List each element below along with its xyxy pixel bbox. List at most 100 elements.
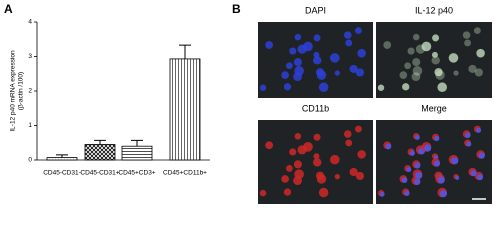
- cell: [434, 68, 443, 77]
- cell: [464, 132, 471, 139]
- cell: [355, 171, 365, 181]
- cell: [473, 27, 481, 35]
- cell: [283, 188, 292, 196]
- cell: [412, 58, 421, 67]
- bar: [169, 58, 201, 161]
- cell: [281, 71, 289, 79]
- cell: [412, 66, 423, 76]
- cell: [355, 125, 362, 133]
- cell: [470, 170, 477, 177]
- cell: [345, 139, 353, 147]
- micrograph: [258, 120, 373, 204]
- cell: [385, 143, 392, 150]
- cell: [318, 82, 329, 92]
- cell: [377, 84, 385, 91]
- cell: [476, 174, 484, 181]
- cell: [413, 178, 421, 186]
- cell: [357, 150, 366, 159]
- y-tick-label: 3: [28, 53, 32, 60]
- cell: [343, 130, 352, 138]
- cell: [259, 84, 267, 91]
- cell: [432, 34, 440, 42]
- cell: [349, 64, 358, 74]
- cell: [439, 190, 447, 198]
- cell: [285, 62, 293, 70]
- cell: [289, 148, 297, 156]
- cell: [294, 33, 302, 41]
- cell: [451, 157, 459, 165]
- image-label: CD11b: [302, 103, 329, 113]
- bar: [46, 157, 78, 161]
- cell: [468, 64, 477, 74]
- bar: [84, 144, 116, 161]
- cell: [414, 135, 420, 140]
- cell: [407, 47, 415, 55]
- cell: [265, 141, 274, 150]
- cell: [434, 135, 440, 142]
- error-bar: [131, 139, 143, 147]
- cell: [303, 41, 313, 52]
- cell: [401, 177, 408, 184]
- image-label: IL-12 p40: [415, 5, 453, 15]
- cell: [423, 144, 432, 152]
- micrograph: [376, 120, 492, 204]
- cell: [334, 174, 340, 180]
- image-label: DAPI: [305, 5, 326, 15]
- cell: [355, 68, 365, 77]
- cell: [415, 171, 423, 179]
- y-tick-label: 1: [28, 122, 32, 129]
- cell: [294, 133, 302, 140]
- micrograph-background: [376, 22, 492, 98]
- cell: [285, 165, 293, 172]
- cell: [476, 48, 485, 58]
- cell: [312, 56, 322, 65]
- y-axis-label: (β-actin /100): [18, 72, 25, 110]
- cell: [345, 39, 353, 47]
- cell: [283, 83, 292, 91]
- cell: [421, 41, 432, 52]
- error-bar: [179, 44, 191, 59]
- cell: [431, 56, 440, 65]
- cell: [265, 41, 274, 49]
- cell: [383, 41, 392, 49]
- cell: [281, 175, 289, 183]
- cell: [312, 158, 322, 167]
- cell: [475, 127, 482, 133]
- cell: [464, 39, 472, 47]
- cell: [466, 141, 472, 147]
- cell: [453, 70, 459, 76]
- cell: [343, 31, 352, 39]
- y-tick-label: 4: [28, 19, 32, 26]
- cell: [406, 167, 412, 173]
- error-bar: [94, 139, 106, 145]
- cell: [462, 31, 471, 39]
- cell: [289, 47, 297, 55]
- micrograph: [258, 22, 373, 98]
- cell: [448, 53, 459, 63]
- figure: A B 0 1 2 3 4 IL-12 p40 mRNA expression (β-act…: [4, 2, 492, 204]
- y-tick-label: 2: [28, 88, 32, 95]
- cell: [402, 83, 410, 91]
- cell: [313, 133, 321, 141]
- cell: [334, 70, 340, 76]
- cell: [293, 58, 302, 67]
- cell: [357, 48, 366, 58]
- cell: [411, 72, 421, 82]
- cell: [330, 53, 340, 63]
- x-tick-label: CD45-CD31+: [80, 170, 119, 177]
- image-label: Merge: [421, 103, 447, 113]
- cell: [259, 189, 267, 197]
- cell: [433, 160, 441, 167]
- cell: [303, 141, 313, 152]
- panel-label: A: [4, 2, 13, 16]
- cell: [294, 169, 304, 179]
- cell: [294, 66, 304, 76]
- cell: [293, 160, 302, 169]
- bar: [121, 145, 153, 161]
- cell: [330, 154, 340, 165]
- cell: [313, 34, 321, 42]
- cell: [437, 176, 445, 184]
- cell: [409, 150, 415, 156]
- error-bar: [56, 154, 68, 158]
- cell: [313, 153, 320, 160]
